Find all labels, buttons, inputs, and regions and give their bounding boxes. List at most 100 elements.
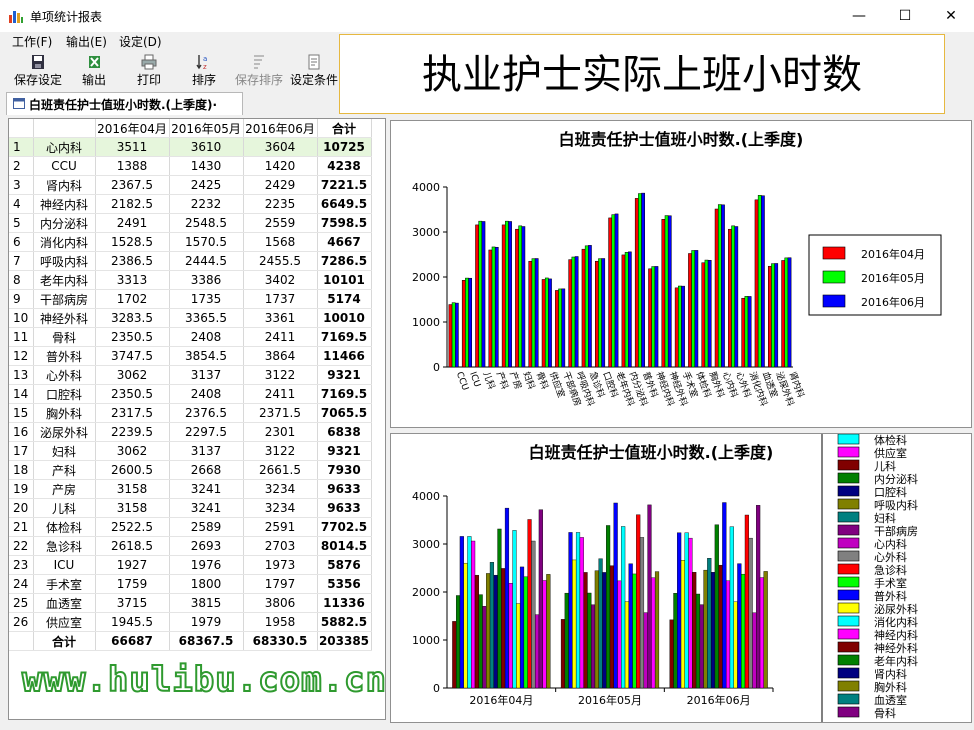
set-condition-button[interactable]: 设定条件 <box>286 54 342 90</box>
row-index-cell[interactable]: 1 <box>9 137 34 157</box>
value-cell[interactable]: 2301 <box>243 422 318 442</box>
table-row[interactable]: 22 急诊科 2618.5 2693 2703 8014.5 <box>9 536 372 556</box>
menu-work[interactable]: 工作(F) <box>12 35 53 49</box>
value-cell[interactable]: 3402 <box>243 270 318 290</box>
total-cell[interactable]: 7930 <box>317 460 372 480</box>
value-cell[interactable]: 66687 <box>95 631 170 651</box>
total-cell[interactable]: 4667 <box>317 232 372 252</box>
value-cell[interactable]: 1388 <box>95 156 170 176</box>
department-cell[interactable]: 合计 <box>33 631 96 651</box>
value-cell[interactable]: 3715 <box>95 593 170 613</box>
total-cell[interactable]: 9633 <box>317 498 372 518</box>
save-sort-button[interactable]: 保存排序 <box>231 54 287 90</box>
value-cell[interactable]: 2376.5 <box>169 403 244 423</box>
total-cell[interactable]: 5882.5 <box>317 612 372 632</box>
save-settings-button[interactable]: 保存设定 <box>10 54 66 90</box>
value-cell[interactable]: 2239.5 <box>95 422 170 442</box>
row-index-cell[interactable]: 9 <box>9 289 34 309</box>
department-cell[interactable]: 口腔科 <box>33 384 96 404</box>
department-cell[interactable]: 心内科 <box>33 137 96 157</box>
table-row[interactable]: 9 干部病房 1702 1735 1737 5174 <box>9 289 372 309</box>
total-cell[interactable]: 5876 <box>317 555 372 575</box>
department-cell[interactable]: 手术室 <box>33 574 96 594</box>
table-row[interactable]: 23 ICU 1927 1976 1973 5876 <box>9 555 372 575</box>
value-cell[interactable]: 3806 <box>243 593 318 613</box>
value-cell[interactable]: 3864 <box>243 346 318 366</box>
value-cell[interactable]: 2386.5 <box>95 251 170 271</box>
value-cell[interactable]: 3283.5 <box>95 308 170 328</box>
value-cell[interactable]: 2232 <box>169 194 244 214</box>
department-cell[interactable]: 干部病房 <box>33 289 96 309</box>
value-cell[interactable]: 1759 <box>95 574 170 594</box>
department-cell[interactable]: 普外科 <box>33 346 96 366</box>
total-cell[interactable]: 5356 <box>317 574 372 594</box>
table-row[interactable]: 14 口腔科 2350.5 2408 2411 7169.5 <box>9 384 372 404</box>
value-cell[interactable]: 3815 <box>169 593 244 613</box>
department-cell[interactable]: 供应室 <box>33 612 96 632</box>
table-row[interactable]: 4 神经内科 2182.5 2232 2235 6649.5 <box>9 194 372 214</box>
value-cell[interactable]: 1430 <box>169 156 244 176</box>
value-cell[interactable]: 3747.5 <box>95 346 170 366</box>
row-index-cell[interactable]: 8 <box>9 270 34 290</box>
table-row[interactable]: 1 心内科 3511 3610 3604 10725 <box>9 137 372 157</box>
value-cell[interactable]: 2618.5 <box>95 536 170 556</box>
value-cell[interactable]: 2408 <box>169 384 244 404</box>
table-row[interactable]: 6 消化内科 1528.5 1570.5 1568 4667 <box>9 232 372 252</box>
value-cell[interactable]: 2297.5 <box>169 422 244 442</box>
row-index-cell[interactable]: 14 <box>9 384 34 404</box>
value-cell[interactable]: 2668 <box>169 460 244 480</box>
report-tab[interactable]: 白班责任护士值班小时数.(上季度)· <box>6 92 243 115</box>
value-cell[interactable]: 2371.5 <box>243 403 318 423</box>
column-header[interactable]: 2016年05月 <box>169 119 244 138</box>
value-cell[interactable]: 3604 <box>243 137 318 157</box>
row-index-cell[interactable]: 19 <box>9 479 34 499</box>
department-cell[interactable]: 体检科 <box>33 517 96 537</box>
export-button[interactable]: 输出 <box>66 54 122 90</box>
value-cell[interactable]: 3361 <box>243 308 318 328</box>
value-cell[interactable]: 2425 <box>169 175 244 195</box>
total-cell[interactable]: 9321 <box>317 441 372 461</box>
total-cell[interactable]: 10010 <box>317 308 372 328</box>
total-cell[interactable]: 4238 <box>317 156 372 176</box>
row-index-cell[interactable]: 2 <box>9 156 34 176</box>
total-cell[interactable]: 8014.5 <box>317 536 372 556</box>
row-index-cell[interactable]: 16 <box>9 422 34 442</box>
total-cell[interactable]: 203385 <box>317 631 372 651</box>
table-row[interactable]: 21 体检科 2522.5 2589 2591 7702.5 <box>9 517 372 537</box>
total-cell[interactable]: 7598.5 <box>317 213 372 233</box>
column-header[interactable]: 2016年04月 <box>95 119 170 138</box>
value-cell[interactable]: 3137 <box>169 365 244 385</box>
value-cell[interactable]: 2429 <box>243 175 318 195</box>
department-cell[interactable]: 产科 <box>33 460 96 480</box>
value-cell[interactable]: 2411 <box>243 327 318 347</box>
value-cell[interactable]: 3854.5 <box>169 346 244 366</box>
row-index-cell[interactable]: 24 <box>9 574 34 594</box>
value-cell[interactable]: 2411 <box>243 384 318 404</box>
row-index-cell[interactable]: 26 <box>9 612 34 632</box>
row-index-cell[interactable]: 11 <box>9 327 34 347</box>
value-cell[interactable]: 3241 <box>169 479 244 499</box>
column-header[interactable]: 合计 <box>317 119 372 138</box>
total-cell[interactable]: 5174 <box>317 289 372 309</box>
table-row[interactable]: 12 普外科 3747.5 3854.5 3864 11466 <box>9 346 372 366</box>
row-index-cell[interactable]: 15 <box>9 403 34 423</box>
value-cell[interactable]: 1945.5 <box>95 612 170 632</box>
value-cell[interactable]: 1568 <box>243 232 318 252</box>
department-cell[interactable]: 泌尿外科 <box>33 422 96 442</box>
table-row[interactable]: 7 呼吸内科 2386.5 2444.5 2455.5 7286.5 <box>9 251 372 271</box>
value-cell[interactable]: 68367.5 <box>169 631 244 651</box>
total-cell[interactable]: 7221.5 <box>317 175 372 195</box>
table-row[interactable]: 13 心外科 3062 3137 3122 9321 <box>9 365 372 385</box>
row-index-cell[interactable]: 5 <box>9 213 34 233</box>
total-cell[interactable]: 7702.5 <box>317 517 372 537</box>
row-index-cell[interactable]: 21 <box>9 517 34 537</box>
row-index-cell[interactable]: 17 <box>9 441 34 461</box>
menu-settings[interactable]: 设定(D) <box>119 35 162 49</box>
total-cell[interactable]: 9633 <box>317 479 372 499</box>
department-cell[interactable]: 儿科 <box>33 498 96 518</box>
value-cell[interactable]: 1797 <box>243 574 318 594</box>
value-cell[interactable]: 2522.5 <box>95 517 170 537</box>
value-cell[interactable]: 1570.5 <box>169 232 244 252</box>
value-cell[interactable]: 3511 <box>95 137 170 157</box>
value-cell[interactable]: 2408 <box>169 327 244 347</box>
